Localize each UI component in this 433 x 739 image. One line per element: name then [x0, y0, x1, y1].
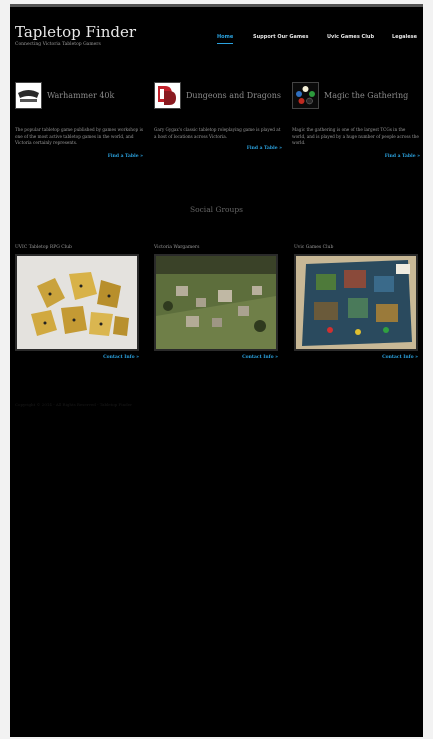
wargame-terrain-photo: [154, 254, 278, 351]
contact-info-link[interactable]: Contact Info »: [103, 355, 139, 360]
nav-home[interactable]: Home: [217, 34, 234, 44]
nav-uvic-games-club[interactable]: Uvic Games Club: [327, 34, 375, 40]
nav-legalese[interactable]: Legalese: [392, 34, 418, 40]
game-name: Warhammer 40k: [47, 91, 115, 100]
contact-info-link[interactable]: Contact Info »: [382, 355, 418, 360]
board-game-photo: [294, 254, 418, 351]
group-name: Uvic Games Club: [294, 245, 334, 250]
game-description: Magic the gathering is one of the larges…: [292, 127, 419, 145]
page-container: Tapletop Finder Connecting Victoria Tabl…: [10, 4, 423, 737]
find-table-link[interactable]: Find a Table »: [384, 154, 420, 159]
nav-support-our-games[interactable]: Support Our Games: [253, 34, 309, 40]
social-groups-heading: Social Groups: [189, 205, 244, 214]
game-description: The popular tabletop game published by g…: [15, 127, 143, 145]
main-nav: Home Support Our Games Uvic Games Club L…: [210, 34, 423, 46]
contact-info-link[interactable]: Contact Info »: [242, 355, 278, 360]
gold-dice-photo: [15, 254, 139, 351]
game-description: Gary Gygax's classic tabletop roleplayin…: [154, 127, 281, 139]
game-name: Dungeons and Dragons: [186, 91, 281, 100]
site-tagline: Connecting Victoria Tabletop Gamers: [15, 42, 101, 47]
find-table-link[interactable]: Find a Table »: [246, 146, 282, 151]
find-table-link[interactable]: Find a Table »: [107, 154, 143, 159]
mtg-logo-icon: [292, 82, 319, 109]
group-name: Victoria Wargamers: [154, 245, 200, 250]
warhammer-logo-icon: [15, 82, 42, 109]
site-title[interactable]: Tapletop Finder: [15, 23, 137, 41]
game-name: Magic the Gathering: [324, 91, 409, 100]
group-name: UVIC Tabletop RPG Club: [15, 245, 72, 250]
copyright-text: Copyright © 2014 - All Rights Reserved -…: [15, 402, 132, 407]
dnd-logo-icon: [154, 82, 181, 109]
